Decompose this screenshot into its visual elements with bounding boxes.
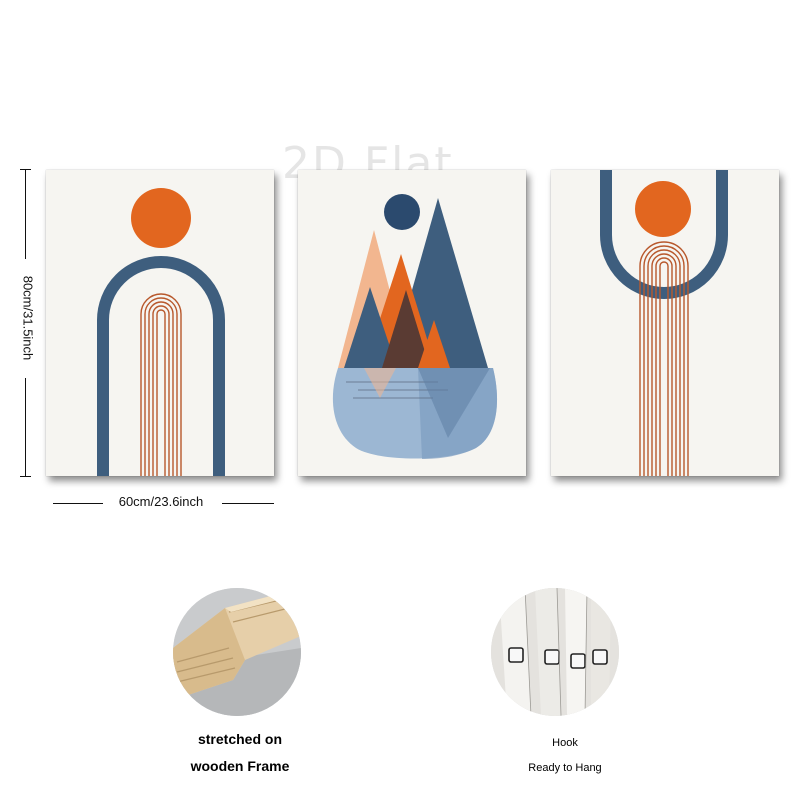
canvas-panel-right	[551, 170, 779, 476]
width-dimension-line-left	[53, 503, 103, 504]
hook-caption-line-1: Hook	[552, 737, 578, 749]
width-dimension-line-right	[222, 503, 274, 504]
rust-line-arches	[639, 241, 689, 476]
canvas-panel-left	[46, 170, 274, 476]
width-dimension-label: 60cm/23.6inch	[118, 494, 204, 509]
hook-caption-line-2: Ready to Hang	[528, 762, 602, 774]
height-dimension-line-bottom	[25, 378, 26, 476]
small-navy-peak	[344, 287, 397, 368]
rust-line-arches	[140, 293, 182, 476]
navy-moon	[384, 194, 420, 230]
frame-caption-line-2: wooden Frame	[190, 758, 290, 774]
height-dimension-bottom-tick	[20, 476, 31, 477]
frame-caption-line-1: stretched on	[197, 731, 282, 747]
small-orange-peak	[418, 320, 450, 368]
navy-u-shape	[600, 170, 728, 299]
hook-photo	[491, 588, 619, 716]
navy-arch	[97, 256, 225, 476]
orange-sun	[635, 181, 691, 237]
height-dimension-label: 80cm/31.5inch	[20, 275, 36, 361]
orange-sun	[131, 188, 191, 248]
height-dimension-line-top	[25, 169, 26, 259]
mountain-drop-artwork	[332, 194, 498, 459]
canvas-panel-middle	[298, 170, 526, 476]
wooden-frame-photo	[173, 588, 301, 716]
sun-arch-artwork	[97, 188, 225, 476]
sun-u-artwork	[600, 170, 728, 476]
dark-peak	[382, 290, 430, 368]
